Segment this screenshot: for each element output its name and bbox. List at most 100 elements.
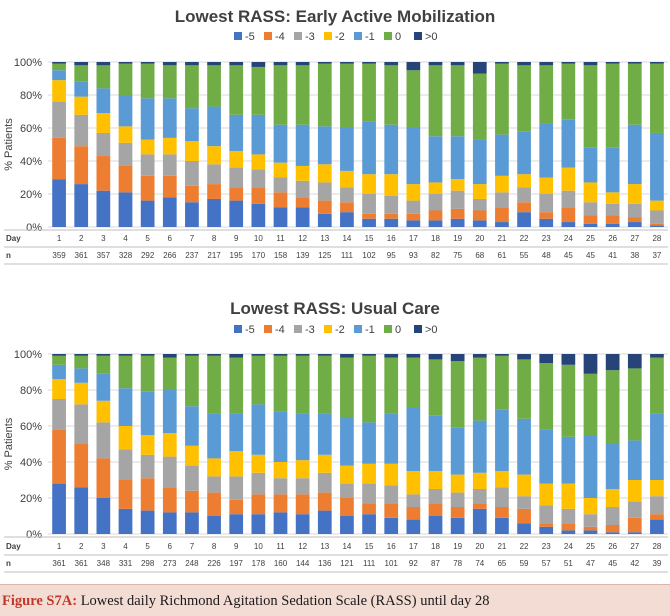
bar-segment (428, 516, 443, 534)
x-tick-label: 20 (475, 234, 484, 243)
bar-segment (428, 503, 443, 516)
bar-segment (317, 510, 332, 534)
bar-segment (185, 465, 199, 491)
n-label: 361 (75, 251, 89, 260)
legend-swatch (384, 32, 392, 40)
bar-segment (450, 517, 465, 534)
bar-segment (74, 184, 89, 227)
n-label: 45 (608, 559, 617, 568)
bar-segment (118, 165, 133, 193)
bar-segment (539, 363, 554, 430)
bar-segment (650, 496, 664, 515)
bar-segment (450, 427, 465, 475)
bar-segment (605, 507, 620, 525)
n-label: 248 (185, 559, 199, 568)
bar-segment (118, 449, 133, 480)
x-tick-label: 26 (608, 542, 617, 551)
bar-segment (362, 422, 376, 464)
bar-segment (384, 503, 399, 518)
bar-segment (539, 123, 554, 178)
bar-segment (340, 417, 354, 466)
bar-segment (207, 62, 221, 66)
n-label: 357 (97, 251, 111, 260)
bar-segment (229, 114, 244, 152)
bar-segment (52, 101, 66, 138)
bar-segment (229, 151, 244, 168)
n-label: 57 (542, 559, 551, 568)
bar-segment (340, 62, 354, 64)
bar-segment (650, 210, 664, 224)
bar-segment (52, 483, 66, 534)
bar-segment (295, 514, 310, 534)
bar-segment (229, 357, 244, 414)
bar-segment (74, 62, 89, 66)
bar-segment (273, 65, 288, 125)
n-row-label: n (6, 251, 11, 260)
bar-segment (273, 462, 288, 479)
bar-segment (517, 62, 531, 66)
bar-segment (162, 487, 177, 513)
bar-segment (561, 167, 576, 191)
bar-segment (561, 222, 576, 227)
bar-segment (539, 523, 554, 527)
bar-segment (428, 359, 443, 416)
bar-segment (273, 62, 288, 66)
bar-segment (362, 174, 376, 194)
bar-segment (52, 364, 66, 380)
bar-segment (384, 354, 399, 358)
bar-segment (428, 354, 443, 360)
n-label: 51 (564, 559, 573, 568)
y-tick-label: 80% (20, 90, 42, 102)
bar-segment (273, 162, 288, 178)
bar-segment (561, 119, 576, 168)
legend-label: -2 (335, 324, 345, 336)
bar-segment (207, 184, 221, 199)
x-tick-label: 4 (123, 234, 128, 243)
n-label: 47 (586, 559, 595, 568)
bar-segment (140, 478, 155, 511)
legend-label: >0 (425, 31, 438, 43)
bar-segment (650, 225, 664, 227)
n-label: 361 (75, 559, 89, 568)
bar-segment (472, 354, 487, 358)
figure-caption: Figure S7A: Lowest daily Richmond Agitat… (0, 584, 670, 616)
x-tick-label: 11 (276, 542, 285, 551)
bar-segment (207, 354, 221, 356)
n-label: 39 (652, 559, 661, 568)
bar-segment (162, 65, 177, 99)
bar-segment (472, 210, 487, 221)
bar-segment (406, 70, 421, 128)
x-tick-label: 9 (234, 542, 239, 551)
n-label: 292 (141, 251, 155, 260)
bar-segment (185, 490, 199, 513)
bar-segment (517, 65, 531, 132)
bar-segment (140, 175, 155, 201)
x-tick-label: 4 (123, 542, 128, 551)
x-tick-label: 26 (608, 234, 617, 243)
n-label: 328 (119, 251, 133, 260)
n-label: 87 (431, 559, 440, 568)
bar-segment (118, 426, 133, 450)
bar-segment (583, 514, 598, 527)
legend-label: -4 (275, 31, 285, 43)
bar-segment (251, 66, 266, 115)
bar-segment (450, 136, 465, 180)
x-tick-label: 18 (431, 234, 440, 243)
bar-segment (251, 154, 266, 170)
x-tick-label: 20 (475, 542, 484, 551)
x-axis-label: Day (6, 542, 21, 551)
bar-segment (185, 355, 199, 407)
bar-segment (428, 194, 443, 211)
bar-segment (362, 354, 376, 356)
bar-segment (539, 65, 554, 124)
chart-panel-usual-care: Lowest RASS: Usual Care -5 -4 -3 -2 -1 0 >0 0% 20… (0, 290, 670, 580)
chart-legend: -5 -4 -3 -2 -1 0 >0 (234, 31, 438, 43)
bar-segment (650, 480, 664, 497)
bar-segment (406, 128, 421, 185)
n-label: 102 (362, 251, 376, 260)
bar-segment (650, 200, 664, 211)
n-label: 139 (296, 251, 310, 260)
legend-label: -5 (245, 31, 255, 43)
bar-segment (539, 194, 554, 213)
bar-segment (362, 463, 376, 484)
